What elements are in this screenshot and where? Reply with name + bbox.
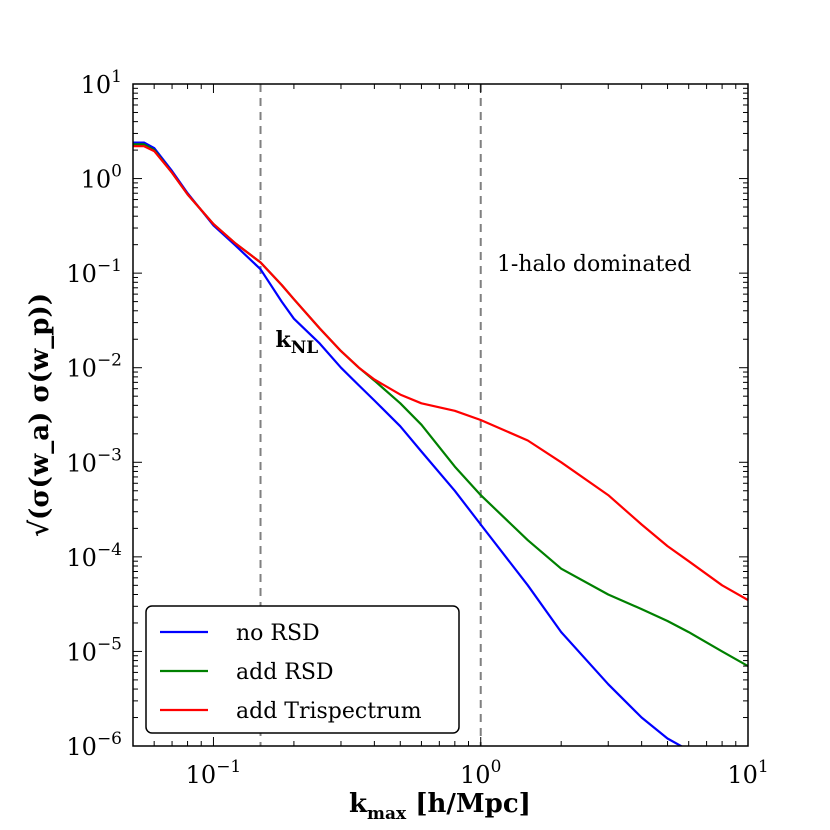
legend-label: add RSD [236,660,334,685]
x-tick-label: 100 [460,757,501,789]
y-tick-label: 10−1 [66,256,122,288]
y-tick-labels: 101 100 10−1 10−2 10−3 10−4 10−5 10−6 [66,67,122,761]
series-lines [133,141,748,746]
legend-label: add Trispectrum [236,699,422,724]
x-axis-label: kmax [h/Mpc] [349,789,531,824]
axis-ticks [132,83,749,747]
one-halo-annotation: 1-halo dominated [497,252,691,277]
y-tick-label: 101 [81,67,122,99]
y-tick-label: 100 [81,162,122,194]
y-tick-label: 10−3 [66,445,122,477]
x-tick-label: 101 [727,757,768,789]
knl-annotation: kNL [276,327,319,358]
y-tick-label: 10−5 [66,634,122,666]
legend-box [145,605,460,734]
y-tick-label: 10−6 [66,729,122,761]
x-tick-label: 10−1 [186,757,242,789]
y-axis-label: √(σ(w_a) σ(w_p)) [25,293,55,537]
x-tick-labels: 10−1 100 101 [186,757,769,789]
legend-label: no RSD [236,621,320,646]
y-tick-label: 10−2 [66,351,122,383]
y-tick-label: 10−4 [66,540,122,572]
plot-frame [132,83,749,747]
legend: no RSD add RSD add Trispectrum [145,605,460,734]
series-line-add-trispectrum [133,145,748,601]
